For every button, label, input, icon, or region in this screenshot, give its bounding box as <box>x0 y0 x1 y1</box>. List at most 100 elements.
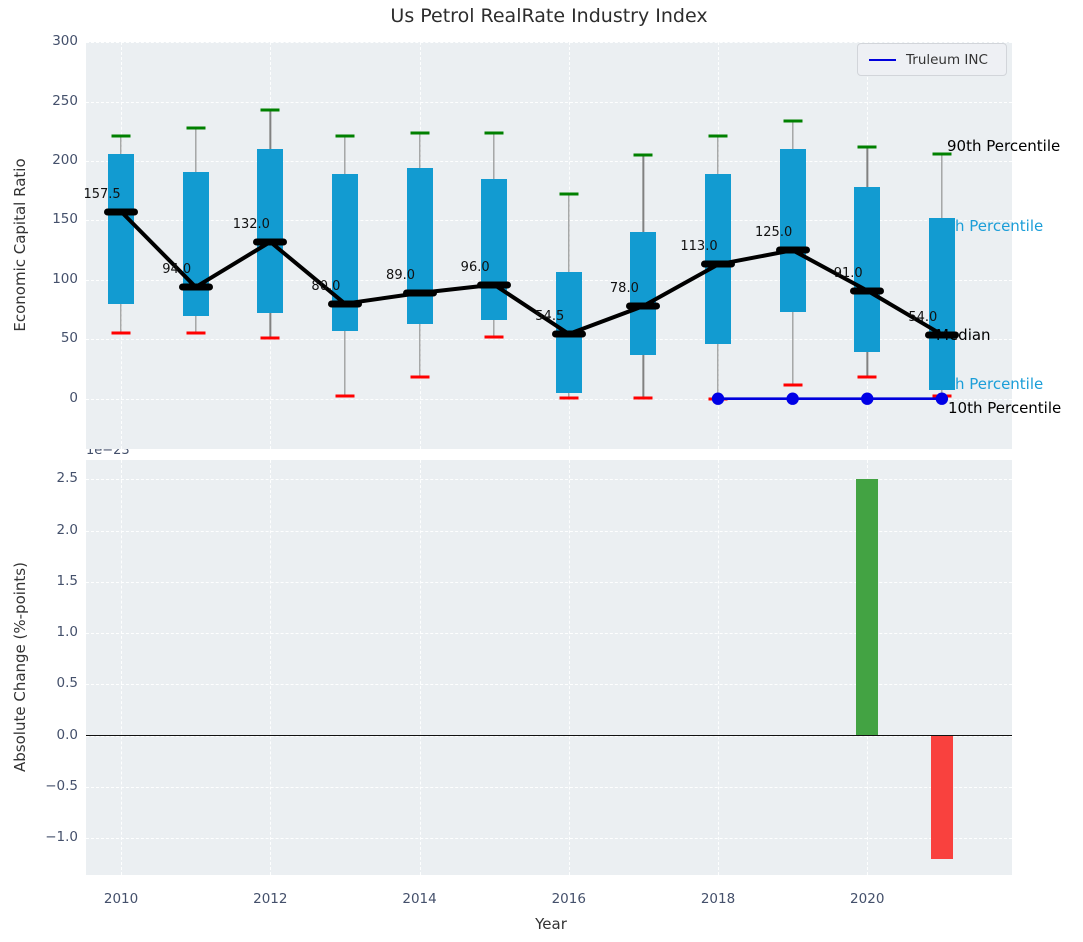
gridline-horizontal <box>86 633 1012 635</box>
median-marker <box>924 331 959 339</box>
chart-title: Us Petrol RealRate Industry Index <box>390 5 708 27</box>
top-ytick-label: 150 <box>52 211 78 228</box>
percentile-box <box>406 168 433 324</box>
whisker-cap-high <box>708 134 728 138</box>
gridline-vertical <box>121 460 123 875</box>
top-ytick-label: 0 <box>69 389 78 406</box>
zero-line <box>86 734 1012 737</box>
gridline-vertical <box>270 460 272 875</box>
bar-negative <box>930 735 953 859</box>
percentile-annotation: 75th Percentile <box>930 217 1044 236</box>
gridline-horizontal <box>86 838 1012 840</box>
bottom-axes <box>86 460 1012 875</box>
whisker-cap-low <box>260 336 280 340</box>
whisker-cap-high <box>410 131 430 135</box>
xtick-label: 2010 <box>103 891 139 907</box>
top-lines-overlay <box>119 210 949 405</box>
median-marker <box>775 246 810 254</box>
bottom-ytick-label: 0.5 <box>56 675 78 692</box>
legend: Truleum INC <box>857 43 1007 76</box>
top-ytick-label: 250 <box>52 92 78 109</box>
xtick-label: 2020 <box>850 891 885 907</box>
bottom-ytick-label: 2.0 <box>56 521 78 538</box>
median-value-label: 125.0 <box>755 225 793 241</box>
whisker-cap-high <box>335 134 355 138</box>
median-marker <box>402 289 437 297</box>
gridline-horizontal <box>86 161 1012 163</box>
gridline-horizontal <box>86 101 1012 103</box>
gridline-horizontal <box>86 220 1012 222</box>
bar-positive <box>856 479 879 736</box>
whisker-cap-high <box>111 134 131 138</box>
median-value-label: 132.0 <box>232 216 270 232</box>
whisker-cap-low <box>335 394 355 398</box>
median-marker <box>178 283 213 291</box>
whisker-cap-high <box>186 126 206 130</box>
gridline-vertical <box>568 460 570 875</box>
median-value-label: 96.0 <box>460 259 490 275</box>
gridline-horizontal <box>86 279 1012 281</box>
median-value-label: 54.0 <box>908 309 938 325</box>
percentile-box <box>854 187 881 353</box>
whisker-cap-high <box>484 131 504 135</box>
whisker-cap-low <box>783 383 803 387</box>
bottom-ytick-label: −1.0 <box>45 829 78 846</box>
xtick-label: 2014 <box>402 891 437 907</box>
truleum-marker <box>935 392 949 405</box>
gridline-horizontal <box>86 42 1012 44</box>
whisker-cap-low <box>111 331 131 335</box>
xtick-label: 2016 <box>551 891 586 907</box>
top-ytick-label: 200 <box>52 152 78 169</box>
percentile-annotation: Median <box>936 325 991 344</box>
whisker-cap-high <box>633 153 653 157</box>
percentile-box <box>928 218 955 391</box>
percentile-annotation: 90th Percentile <box>947 136 1061 155</box>
percentile-annotation: 10th Percentile <box>948 399 1062 418</box>
median-line <box>119 210 943 337</box>
truleum-marker <box>786 392 799 405</box>
percentile-box <box>108 153 135 304</box>
xtick-label: 2012 <box>253 891 288 907</box>
percentile-box <box>630 232 657 355</box>
median-marker <box>701 260 735 268</box>
median-value-label: 94.0 <box>162 262 192 278</box>
gridline-horizontal <box>86 339 1012 341</box>
bottom-ytick-label: 1.0 <box>56 624 78 641</box>
percentile-box <box>182 171 209 316</box>
median-marker <box>850 287 885 295</box>
top-y-axis-label: Economic Capital Ratio <box>11 158 29 332</box>
top-ytick-label: 100 <box>52 270 78 287</box>
bottom-ytick-label: 0.0 <box>56 726 78 743</box>
median-marker <box>253 238 288 246</box>
bottom-ytick-label: 2.5 <box>56 470 78 487</box>
top-ytick-label: 300 <box>52 33 78 50</box>
top-ytick-label: 50 <box>60 330 78 347</box>
legend-line-icon <box>869 58 896 61</box>
whisker-cap-low <box>857 375 877 379</box>
percentile-box <box>779 149 806 312</box>
median-value-label: 91.0 <box>833 265 863 281</box>
whisker-cap-low <box>484 335 504 339</box>
gridline-horizontal <box>86 684 1012 686</box>
bottom-ytick-label: 1.5 <box>56 572 78 589</box>
whisker-cap-high <box>260 108 280 112</box>
whisker-cap-low <box>559 396 579 400</box>
median-value-label: 89.0 <box>386 267 416 283</box>
median-value-label: 113.0 <box>680 239 718 255</box>
gridline-horizontal <box>86 479 1012 481</box>
percentile-box <box>257 149 284 314</box>
median-value-label: 78.0 <box>609 281 639 297</box>
median-marker <box>327 300 362 308</box>
gridline-horizontal <box>86 530 1012 532</box>
xtick-label: 2018 <box>700 891 736 907</box>
gridline-horizontal <box>86 398 1012 400</box>
gridline-vertical <box>419 460 421 875</box>
whisker-cap-low <box>410 375 430 379</box>
truleum-marker <box>711 392 725 405</box>
percentile-box <box>705 174 731 345</box>
whisker-cap-low <box>633 396 653 400</box>
whisker-cap-low <box>186 331 206 335</box>
median-value-label: 80.0 <box>311 278 341 294</box>
gridline-horizontal <box>86 786 1012 788</box>
